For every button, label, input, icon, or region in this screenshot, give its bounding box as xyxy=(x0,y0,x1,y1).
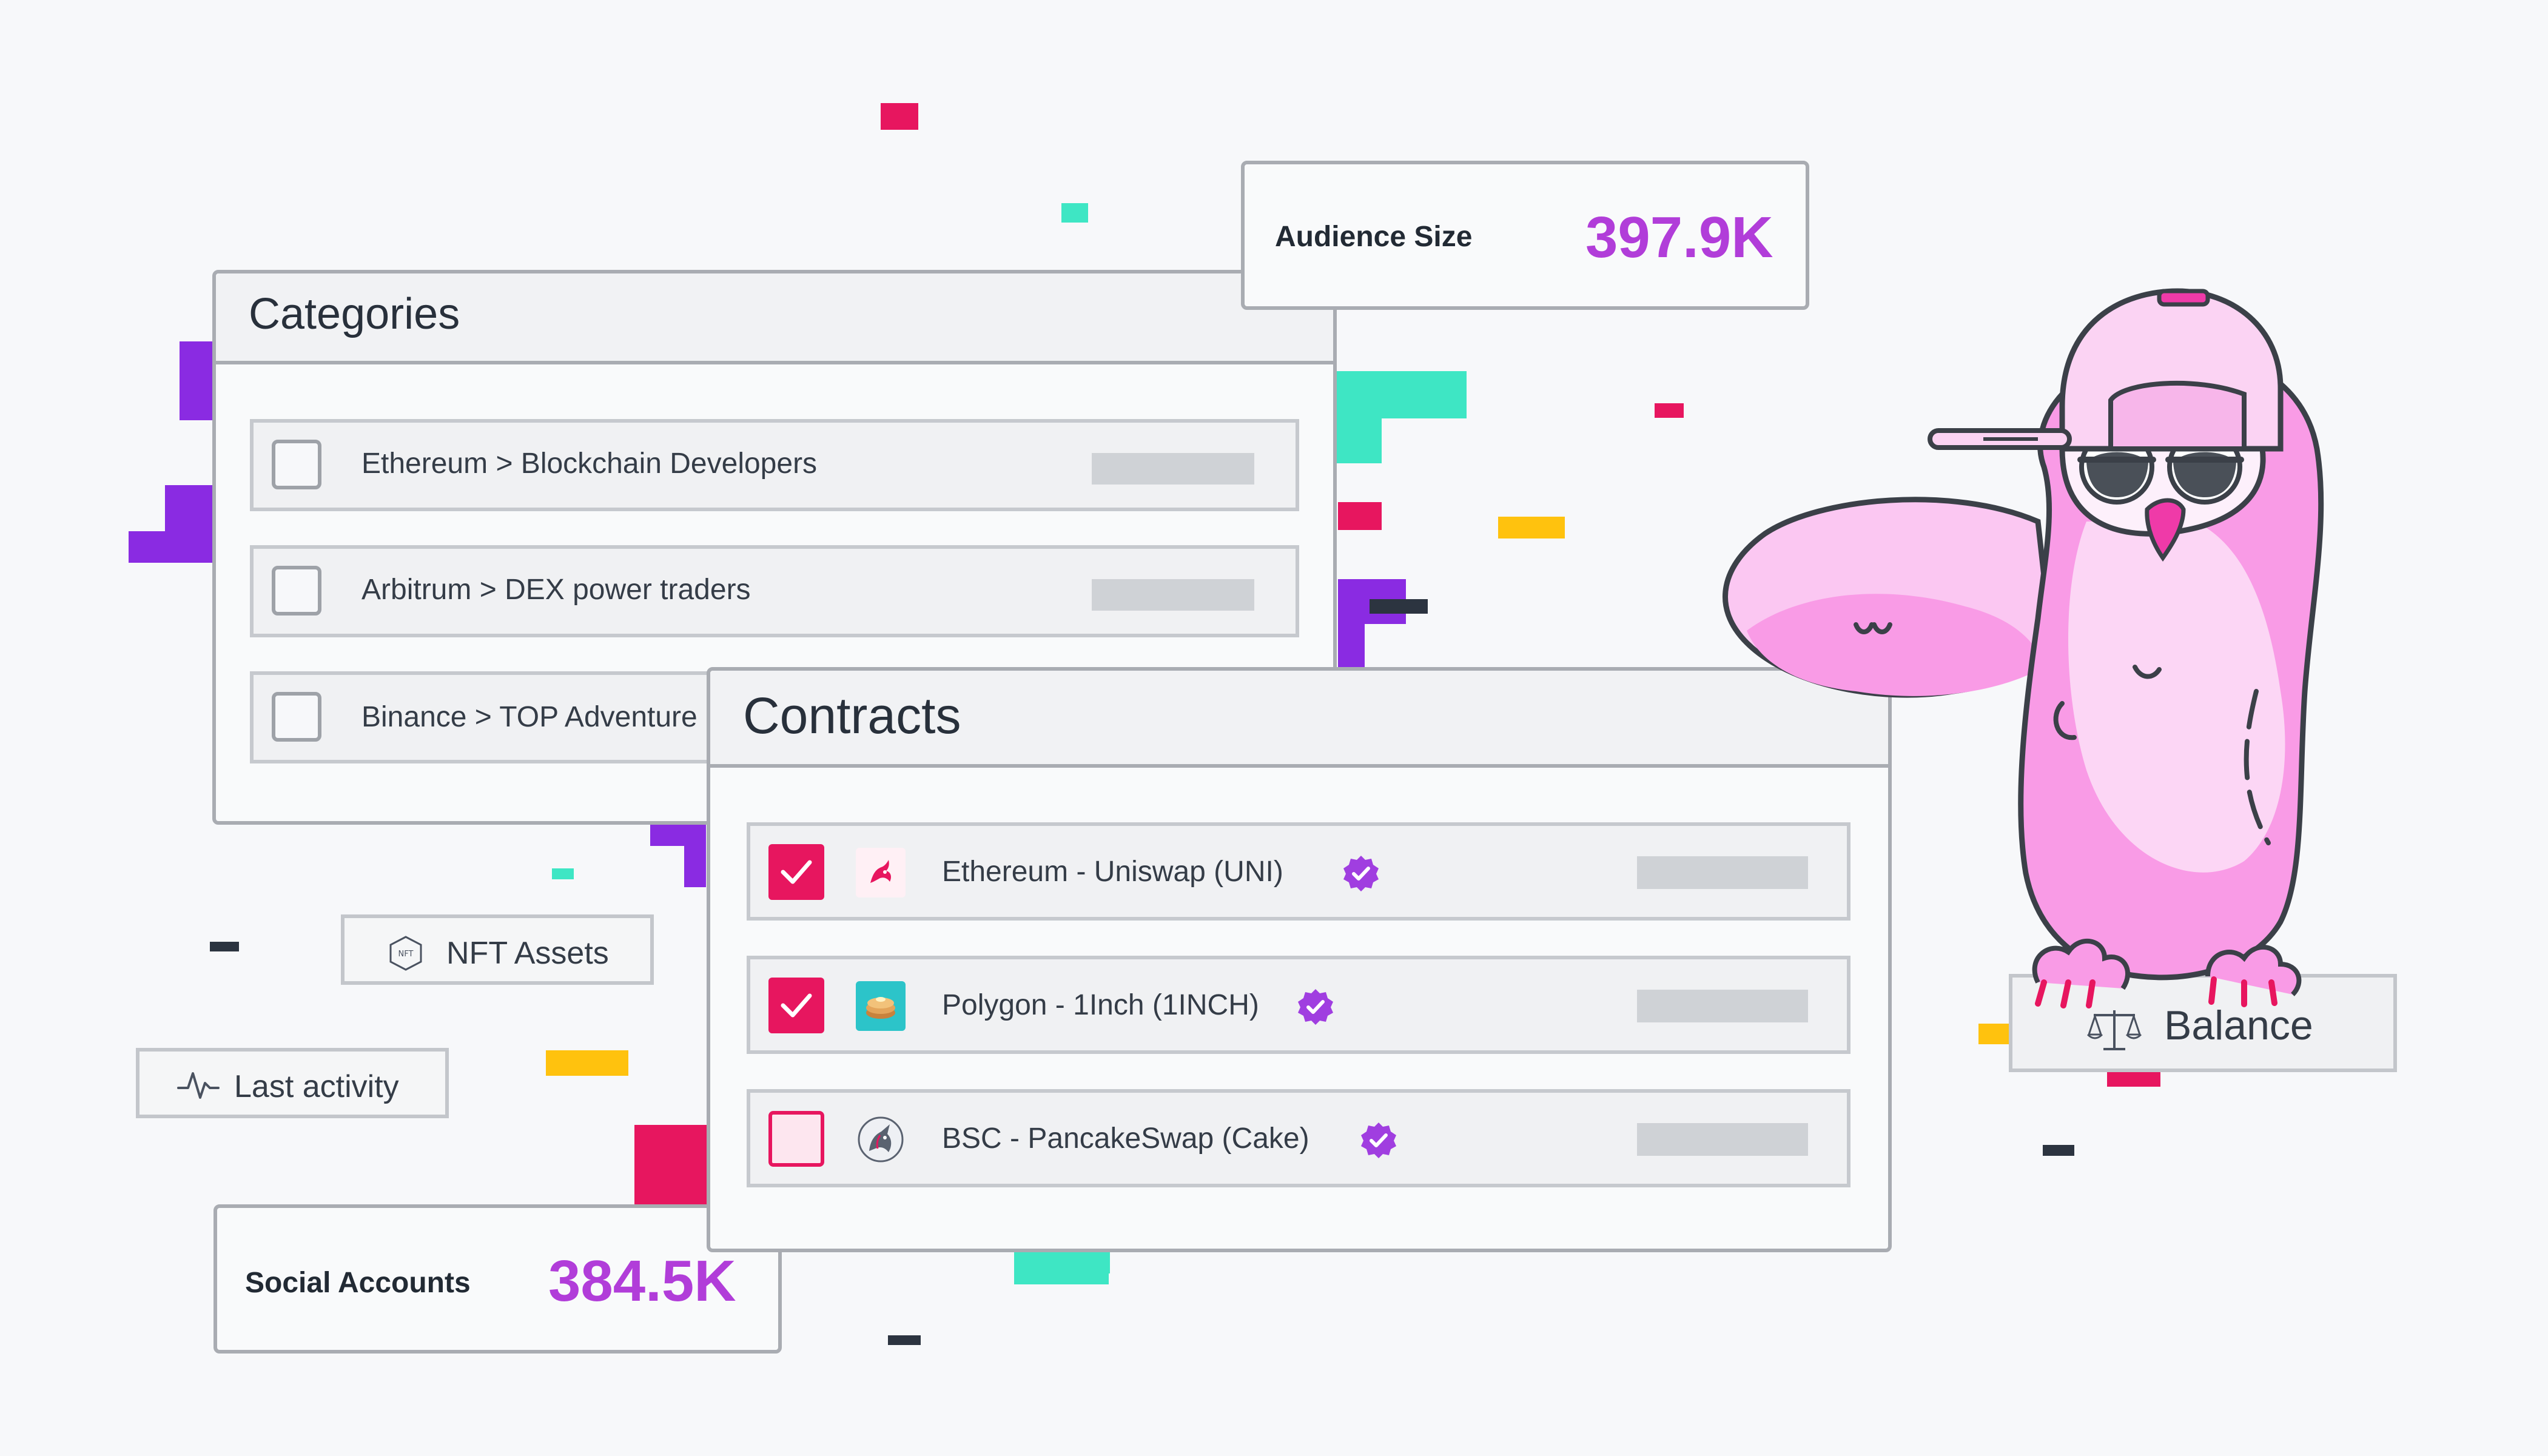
contracts-title: Contracts xyxy=(743,687,961,744)
decor-purple-block xyxy=(129,531,177,563)
category-checkbox[interactable] xyxy=(272,440,321,489)
balance-label: Balance xyxy=(2164,1002,2313,1048)
contract-checkbox-unchecked[interactable] xyxy=(768,1111,824,1167)
contracts-header: Contracts xyxy=(710,671,1888,768)
verified-badge-icon xyxy=(1361,1122,1396,1158)
contract-label: BSC - PancakeSwap (Cake) xyxy=(942,1122,1309,1155)
owl-right-foot xyxy=(2205,945,2302,996)
contract-row[interactable]: Ethereum - Uniswap (UNI) xyxy=(747,822,1850,921)
category-label: Ethereum > Blockchain Developers xyxy=(361,448,818,480)
decor-purple-block xyxy=(684,822,706,887)
decor-pink-block xyxy=(1655,403,1684,418)
decor-teal-block xyxy=(1334,371,1467,418)
category-label: Arbitrum > DEX power traders xyxy=(361,574,751,606)
decor-dark-dash xyxy=(210,942,239,951)
category-row[interactable]: Arbitrum > DEX power traders xyxy=(250,545,1299,637)
category-label: Binance > TOP Adventure xyxy=(361,701,698,733)
decor-teal-block xyxy=(552,868,574,879)
contract-row[interactable]: BSC - PancakeSwap (Cake) xyxy=(747,1089,1850,1187)
social-accounts-value: 384.5K xyxy=(548,1249,736,1313)
1inch-unicorn-icon xyxy=(856,1115,906,1164)
social-accounts-card: Social Accounts 384.5K xyxy=(213,1204,782,1354)
decor-purple-block xyxy=(1338,624,1365,668)
decor-yellow-block xyxy=(1498,517,1565,538)
owl-beak xyxy=(2145,498,2186,562)
contract-label: Ethereum - Uniswap (UNI) xyxy=(942,856,1283,888)
category-checkbox[interactable] xyxy=(272,692,321,742)
last-activity-chip[interactable]: Last activity xyxy=(136,1048,449,1118)
value-placeholder-bar xyxy=(1637,856,1808,889)
social-accounts-label: Social Accounts xyxy=(245,1267,471,1299)
nft-assets-chip[interactable]: NFT NFT Assets xyxy=(341,914,654,985)
contract-checkbox-checked[interactable] xyxy=(768,844,824,900)
contract-row[interactable]: Polygon - 1Inch (1INCH) xyxy=(747,956,1850,1054)
value-placeholder-bar xyxy=(1092,579,1254,611)
checkmark-icon xyxy=(781,993,812,1018)
decor-purple-block xyxy=(180,341,212,420)
categories-title: Categories xyxy=(249,290,460,338)
decor-teal-block xyxy=(1061,203,1088,223)
pancake-icon xyxy=(856,981,906,1031)
value-placeholder-bar xyxy=(1637,1123,1808,1156)
categories-header: Categories xyxy=(216,273,1333,364)
owl-mascot xyxy=(1723,288,2324,1008)
nft-hexagon-icon: NFT xyxy=(389,936,422,971)
decor-dark-dash xyxy=(1370,599,1428,614)
scales-icon xyxy=(2086,1010,2142,1050)
value-placeholder-bar xyxy=(1637,990,1808,1022)
decor-teal-block xyxy=(1334,418,1382,463)
uniswap-icon xyxy=(856,848,906,897)
last-activity-label: Last activity xyxy=(234,1069,399,1104)
checkmark-icon xyxy=(781,860,812,884)
decor-yellow-block xyxy=(1978,1024,2009,1044)
value-placeholder-bar xyxy=(1092,453,1254,485)
nft-icon-text: NFT xyxy=(398,950,414,959)
activity-pulse-icon xyxy=(177,1072,220,1099)
contracts-panel: Contracts Ethereum - Uniswap (UNI) xyxy=(707,667,1892,1252)
owl-left-foot xyxy=(2032,939,2131,990)
category-row[interactable]: Ethereum > Blockchain Developers xyxy=(250,419,1299,511)
decor-dark-dash xyxy=(2043,1145,2074,1156)
decor-pink-block xyxy=(1338,502,1382,530)
decor-dark-dash xyxy=(888,1335,921,1345)
decor-teal-block xyxy=(1075,1250,1110,1273)
verified-badge-icon xyxy=(1343,856,1379,891)
contract-checkbox-checked[interactable] xyxy=(768,978,824,1033)
verified-badge-icon xyxy=(1298,989,1333,1025)
audience-size-card: Audience Size 397.9K xyxy=(1241,161,1809,310)
audience-size-label: Audience Size xyxy=(1275,221,1473,253)
category-checkbox[interactable] xyxy=(272,566,321,616)
decor-yellow-block xyxy=(546,1050,628,1076)
decor-pink-block xyxy=(881,103,918,130)
nft-assets-label: NFT Assets xyxy=(446,936,609,971)
contract-label: Polygon - 1Inch (1INCH) xyxy=(942,989,1259,1021)
balance-chip[interactable]: Balance xyxy=(2009,974,2397,1072)
decor-pink-block xyxy=(679,1125,707,1161)
audience-size-value: 397.9K xyxy=(1585,205,1773,270)
